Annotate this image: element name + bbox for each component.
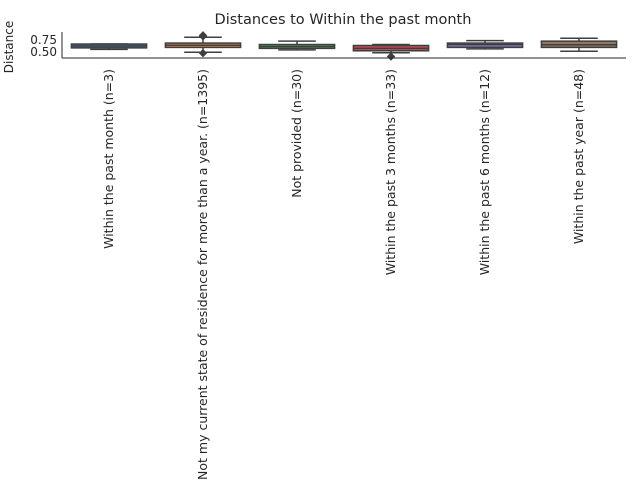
y-tick-label: 0.50 xyxy=(30,45,57,59)
outlier-point xyxy=(198,48,208,58)
axes-spines xyxy=(61,32,626,59)
y-axis-label: Distance xyxy=(2,21,16,73)
outlier-point xyxy=(198,32,208,41)
x-tick-label: Within the past year (n=48) xyxy=(571,69,586,244)
x-axis: Within the past month (n=3) Not my curren… xyxy=(101,69,586,480)
x-tick-label: Within the past 6 months (n=12) xyxy=(477,69,492,275)
box-3 xyxy=(258,40,336,51)
x-tick-label: Not provided (n=30) xyxy=(289,69,304,198)
chart-title: Distances to Within the past month xyxy=(215,12,472,28)
x-tick-label: Within the past 3 months (n=33) xyxy=(383,69,398,275)
x-tick-label: Within the past month (n=3) xyxy=(101,69,116,249)
box-6 xyxy=(540,37,618,53)
boxes-group xyxy=(70,31,618,61)
box-1 xyxy=(70,43,148,51)
box-2 xyxy=(164,31,242,58)
x-tick-label: Not my current state of residence for mo… xyxy=(195,69,210,480)
y-axis: 0.500.75 xyxy=(30,33,57,59)
box-4 xyxy=(352,43,430,61)
y-tick-label: 0.75 xyxy=(30,33,57,47)
outlier-point xyxy=(386,52,396,61)
box-5 xyxy=(446,39,524,50)
